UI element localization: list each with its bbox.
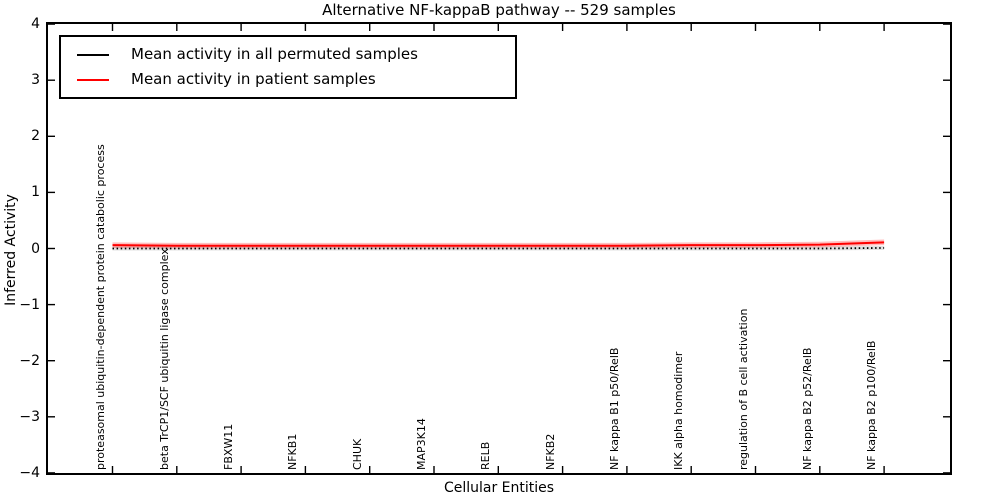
legend-row-permuted: Mean activity in all permuted samples [61, 45, 515, 64]
patient-series-line-swatch [77, 78, 109, 81]
x-tick-label: MAP3K14 [415, 418, 428, 470]
x-tick-label: NF kappa B2 p52/RelB [800, 347, 814, 470]
x-axis-label: Cellular Entities [443, 480, 555, 496]
x-tick-label: RELB [479, 441, 493, 470]
x-tick-label: beta TrCP1/SCF ubiquitin ligase complex [157, 248, 171, 470]
y-tick-label: 4 [31, 16, 40, 33]
x-tick-label: regulation of B cell activation [736, 308, 750, 470]
y-tick-label: 2 [31, 128, 40, 145]
x-tick-label: CHUK [350, 438, 364, 470]
legend-label-patient: Mean activity in patient samples [131, 70, 376, 88]
series-band-1 [112, 239, 885, 249]
chart-title: Alternative NF-kappaB pathway -- 529 sam… [322, 1, 676, 19]
series-line-0 [112, 247, 885, 250]
permuted-series-line-swatch [77, 53, 109, 56]
legend-row-patient: Mean activity in patient samples [61, 70, 515, 89]
y-tick-label: 0 [31, 240, 40, 257]
y-tick-label: 3 [31, 72, 40, 89]
y-tick-label: −2 [19, 352, 40, 369]
y-tick-label: 1 [31, 184, 40, 201]
plot-area: Mean activity in all permuted samples Me… [46, 22, 952, 475]
x-tick-label: NFKB2 [543, 433, 557, 470]
legend-label-permuted: Mean activity in all permuted samples [131, 45, 418, 63]
plot-canvas [48, 24, 950, 473]
y-tick-label: −1 [19, 296, 40, 313]
x-tick-label: NF kappa B1 p50/RelB [607, 347, 621, 470]
x-tick-label: IKK alpha homodimer [672, 351, 686, 470]
x-tick-label: FBXW11 [222, 423, 236, 470]
legend: Mean activity in all permuted samples Me… [59, 35, 517, 99]
x-tick-label: proteasomal ubiquitin-dependent protein … [93, 144, 107, 470]
x-tick-label: NFKB1 [286, 433, 300, 470]
x-tick-label: NF kappa B2 p100/RelB [865, 340, 879, 470]
y-tick-label: −3 [19, 408, 40, 425]
y-tick-label: −4 [19, 464, 40, 481]
series-line-1 [112, 241, 885, 247]
